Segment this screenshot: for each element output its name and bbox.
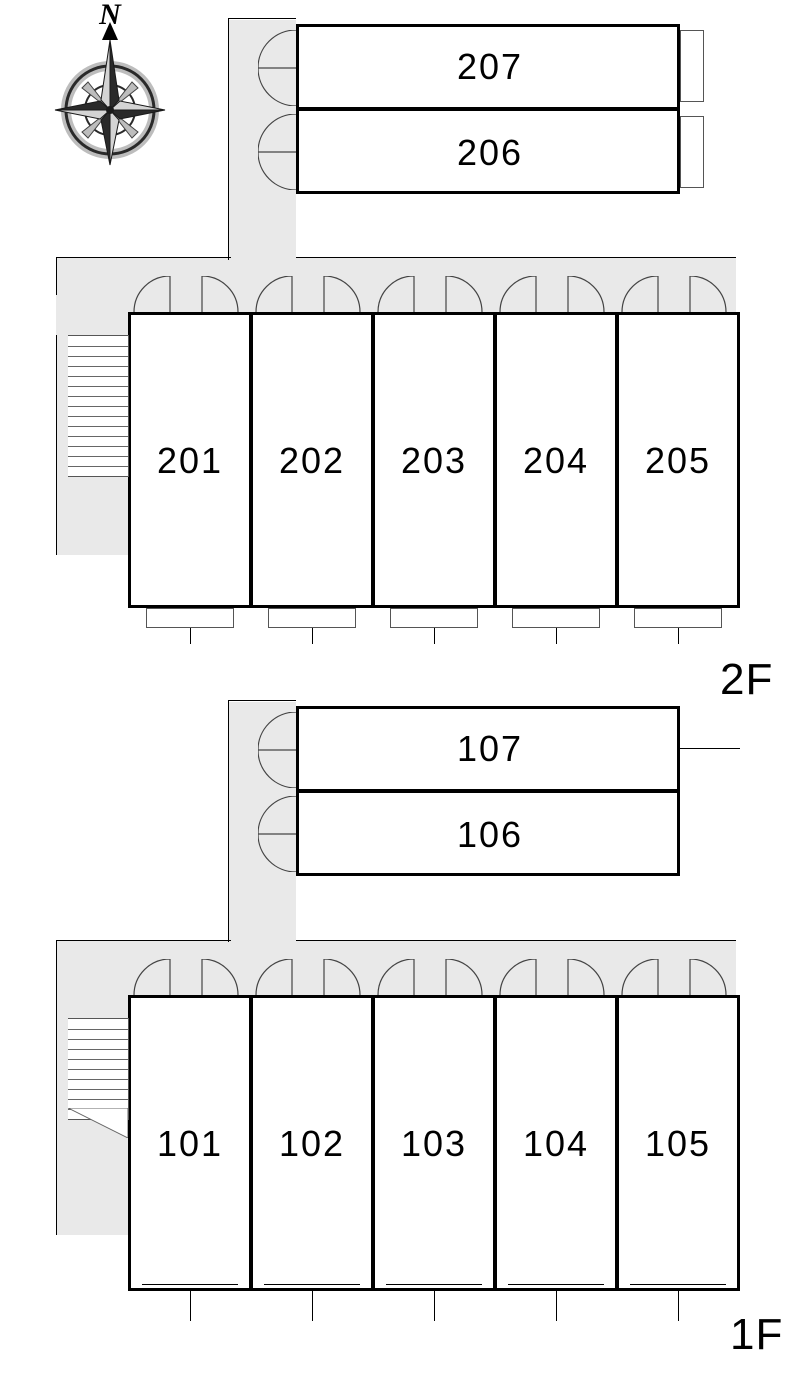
rule-2f-top-v (228, 18, 229, 260)
room-106-label: 106 (440, 814, 540, 856)
compass-icon: N (35, 0, 185, 190)
tick-2f-2 (312, 628, 313, 644)
room-201-label: 201 (140, 440, 240, 482)
tick-1f-5 (678, 1291, 679, 1321)
win-1f-5 (630, 1284, 726, 1285)
stair-1f-diag (68, 1108, 128, 1138)
room-103-label: 103 (384, 1123, 484, 1165)
tick-2f-1 (190, 628, 191, 644)
rule-2f-corr-top (56, 257, 231, 258)
tick-2f-5 (678, 628, 679, 644)
balcony-203 (390, 608, 478, 628)
balcony-201 (146, 608, 234, 628)
room-104-label: 104 (506, 1123, 606, 1165)
door-arc-107 (258, 712, 296, 750)
stair-2f-landing (56, 295, 128, 335)
room-207-label: 207 (440, 46, 540, 88)
room-101-label: 101 (140, 1123, 240, 1165)
tick-2f-3 (434, 628, 435, 644)
doors-1f-main (128, 959, 740, 997)
balcony-202 (268, 608, 356, 628)
balcony-205 (634, 608, 722, 628)
door-arc-206b (258, 152, 296, 190)
floorplan-stage: N 207 206 201 202 203 204 205 (0, 0, 800, 1373)
room-204-label: 204 (506, 440, 606, 482)
corridor-2f-v-join (228, 210, 296, 270)
win-1f-1 (142, 1284, 238, 1285)
tick-1f-2 (312, 1291, 313, 1321)
rule-1f-corr-top-l (56, 940, 231, 941)
room-205-label: 205 (628, 440, 728, 482)
rule-107-ext (680, 748, 740, 749)
doors-2f-main (128, 276, 740, 314)
door-arc-106b (258, 834, 296, 872)
win-1f-3 (386, 1284, 482, 1285)
rule-1f-corr-top-r (296, 940, 736, 941)
room-107-label: 107 (440, 728, 540, 770)
stair-2f (68, 335, 129, 477)
door-arc-107b (258, 750, 296, 788)
door-arc-207 (258, 30, 296, 68)
room-202-label: 202 (262, 440, 362, 482)
rule-2f-top-h (228, 18, 296, 19)
rule-1f-top-h (228, 700, 296, 701)
tick-2f-4 (556, 628, 557, 644)
floor-1f-label: 1F (730, 1310, 783, 1360)
rule-2f-corr-top-r (296, 257, 736, 258)
door-arc-206 (258, 114, 296, 152)
room-102-label: 102 (262, 1123, 362, 1165)
win-1f-2 (264, 1284, 360, 1285)
win-1f-4 (508, 1284, 604, 1285)
rule-1f-corr-left (56, 940, 57, 1235)
door-arc-207b (258, 68, 296, 106)
rule-1f-v (228, 700, 229, 942)
balcony-204 (512, 608, 600, 628)
tick-1f-3 (434, 1291, 435, 1321)
room-203-label: 203 (384, 440, 484, 482)
floor-2f-label: 2F (720, 655, 773, 705)
tick-1f-1 (190, 1291, 191, 1321)
room-206-label: 206 (440, 132, 540, 174)
compass-n-label: N (98, 0, 122, 31)
stair-1f (68, 1018, 129, 1120)
balcony-207 (680, 30, 704, 102)
balcony-206 (680, 116, 704, 188)
room-105-label: 105 (628, 1123, 728, 1165)
tick-1f-4 (556, 1291, 557, 1321)
door-arc-106 (258, 796, 296, 834)
